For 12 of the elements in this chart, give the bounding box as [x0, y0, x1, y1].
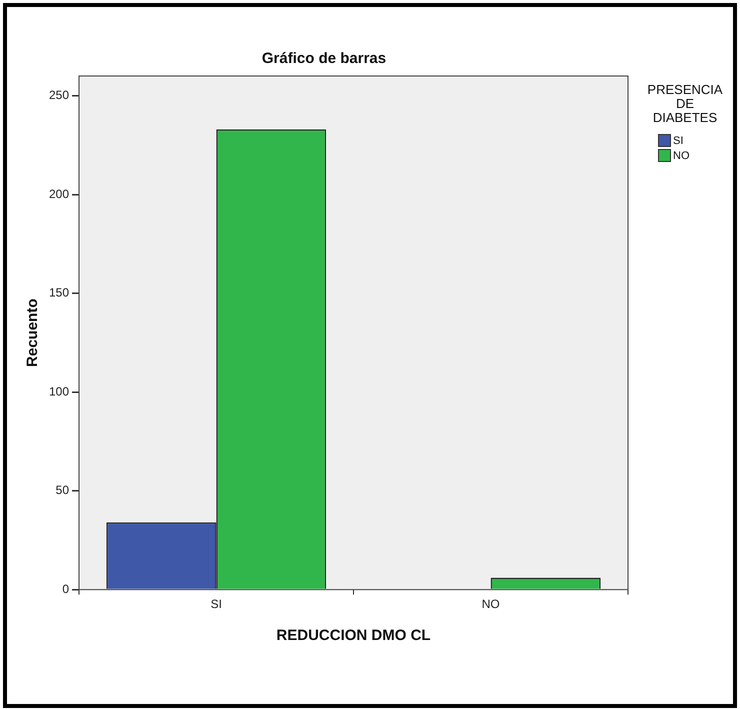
y-tick-label: 250	[48, 88, 70, 102]
chart-title: Gráfico de barras	[262, 50, 386, 68]
y-tick-label: 200	[48, 186, 70, 201]
y-tick-label: 100	[48, 384, 70, 398]
legend-title: PRESENCIA DE DIABETES	[646, 82, 724, 125]
y-axis-title: Recuento	[24, 298, 42, 367]
y-tick-label: 50	[56, 483, 70, 498]
x-axis-title: REDUCCION DMO CL	[276, 627, 431, 644]
legend-label: SI	[673, 134, 684, 146]
y-tick-label: 0	[62, 582, 70, 596]
legend-label: NO	[673, 150, 690, 162]
y-tick-label: 150	[48, 286, 70, 300]
